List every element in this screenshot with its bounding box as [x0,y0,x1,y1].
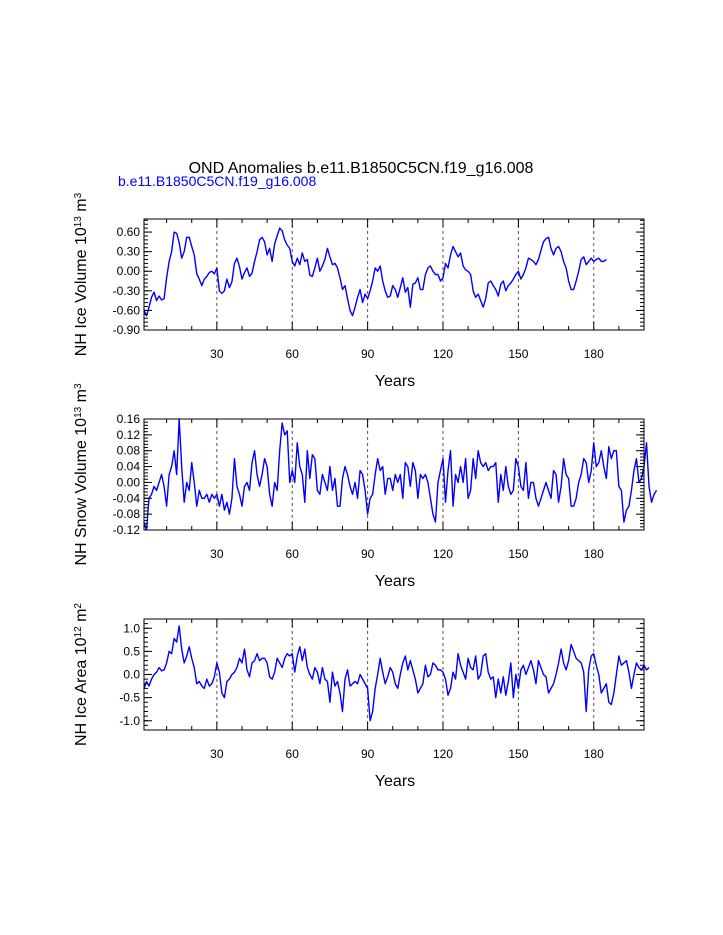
x-tick-label: 60 [286,747,300,761]
y-axis-label-exponent: 2 [73,603,84,609]
y-tick-label: 0.00 [117,475,141,489]
y-axis-label-text: NH Snow Volume 10 [73,418,90,566]
x-tick-label: 120 [433,747,453,761]
y-tick-label: -0.12 [113,523,141,537]
x-tick-label: 150 [508,547,528,561]
y-tick-label: 1.0 [123,621,140,635]
x-tick-label: 30 [210,747,224,761]
y-axis-label-exponent: 13 [73,406,84,418]
figure-subtitle: b.e11.B1850C5CN.f19_g16.008 [118,173,316,189]
x-tick-label: 90 [361,547,375,561]
y-tick-label: -0.90 [113,323,141,337]
y-axis-label-exponent: 12 [73,626,84,638]
figure-title: OND Anomalies b.e11.B1850C5CN.f19_g16.00… [189,160,534,177]
y-axis-label-exponent: 3 [73,383,84,389]
y-tick-label: -0.5 [119,691,140,705]
plot-frame [143,418,645,531]
y-axis-label-text: m [73,198,90,216]
y-tick-label: 0.30 [117,245,141,259]
y-tick-label: 0.60 [117,225,141,239]
chart-panel-3: -1.0 -0.5 0.0 0.5 1.0 30 60 90 120 150 180 Years NH … [73,603,650,790]
y-tick-label: -0.08 [113,507,141,521]
x-tick-label: 30 [210,347,224,361]
y-axis-label-text: m [73,609,90,627]
data-series-line [143,418,658,531]
x-tick-label: 150 [508,347,528,361]
y-axis-label-exponent: 3 [73,192,84,198]
y-tick-label: 0.04 [117,460,141,474]
x-tick-label: 180 [584,547,604,561]
chart-panel-1: -0.90 -0.60 -0.30 0.00 0.30 0.60 30 60 90 120 150 1… [73,192,645,390]
x-tick-label: 90 [361,347,375,361]
y-axis-label-exponent: 13 [73,216,84,228]
y-tick-label: -0.60 [113,303,141,317]
x-tick-label: 60 [286,347,300,361]
y-tick-label: 0.0 [123,668,140,682]
y-axis-label: NH Ice Volume 1013 m3 [73,192,91,356]
y-axis-label-text: m [73,389,90,407]
x-axis-label: Years [375,573,415,590]
chart-panels: -0.90 -0.60 -0.30 0.00 0.30 0.60 30 60 90 120 150 1… [73,192,658,790]
x-tick-label: 90 [361,747,375,761]
y-axis-label-text: NH Ice Volume 10 [73,227,90,356]
y-tick-label: -1.0 [119,714,140,728]
plot-frame [143,218,645,331]
y-axis-label: NH Ice Area 1012 m2 [73,603,91,746]
data-series-line [143,625,650,722]
x-tick-label: 60 [286,547,300,561]
x-tick-label: 120 [433,347,453,361]
chart-panel-2: -0.12 -0.08 -0.04 0.000.04 0.08 0.12 0.16 30 60 9… [73,383,658,590]
x-tick-label: 120 [433,547,453,561]
x-tick-label: 180 [584,747,604,761]
x-axis-label: Years [375,373,415,390]
y-tick-label: -0.30 [113,284,141,298]
y-tick-label: -0.04 [113,491,141,505]
data-series-line [143,227,607,317]
y-tick-label: 0.08 [117,444,141,458]
x-axis-label: Years [375,773,415,790]
x-tick-label: 150 [508,747,528,761]
y-tick-label: 0.00 [117,264,141,278]
x-tick-label: 180 [584,347,604,361]
y-tick-label: 0.16 [117,412,141,426]
y-axis-label-text: NH Ice Area 10 [73,637,90,746]
y-tick-label: 0.5 [123,644,140,658]
x-tick-label: 30 [210,547,224,561]
y-tick-label: 0.12 [117,428,141,442]
y-axis-label: NH Snow Volume 1013 m3 [73,383,91,566]
